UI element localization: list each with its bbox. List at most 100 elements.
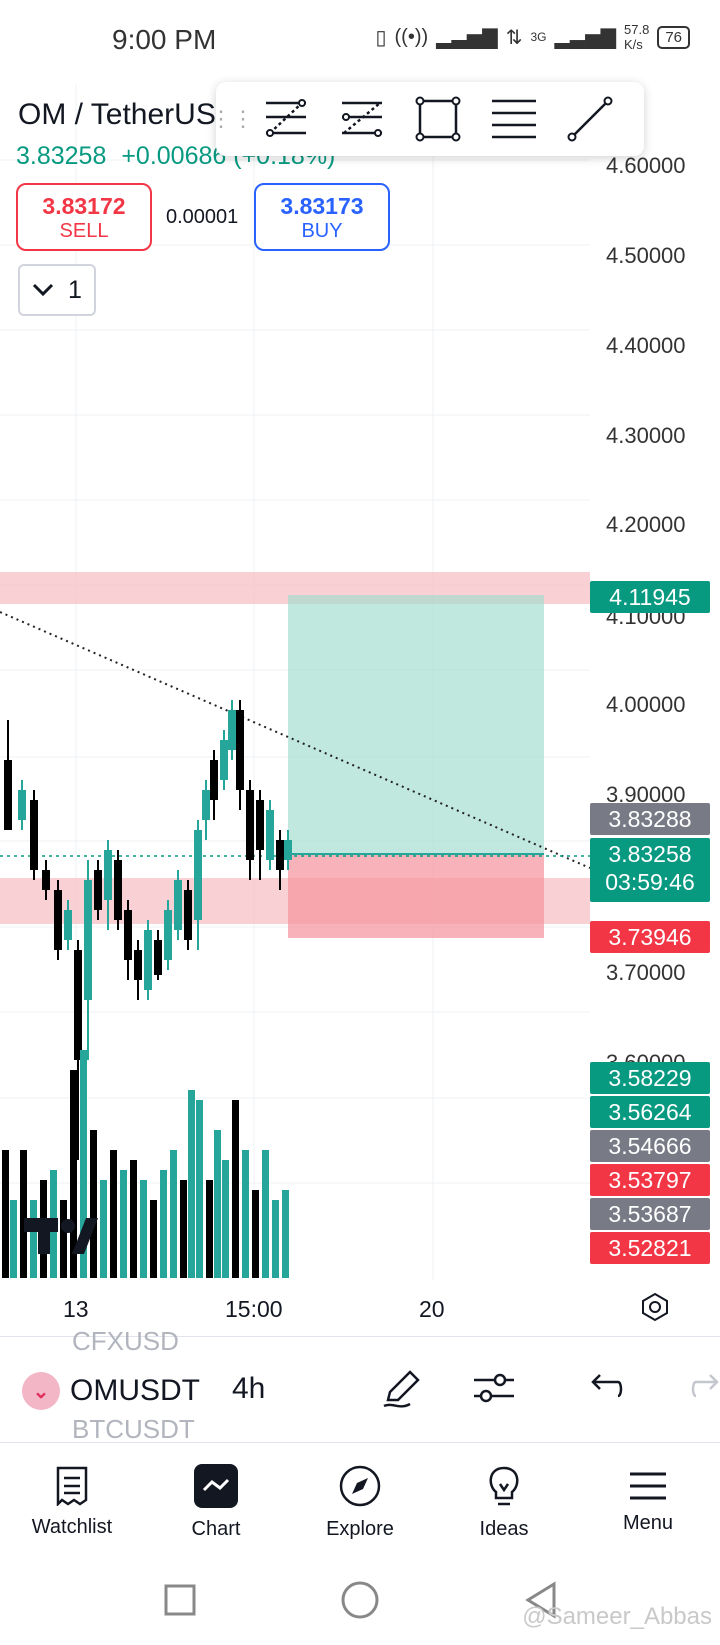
price-tag: 3.58229 <box>590 1062 710 1094</box>
price-tag-stop-loss[interactable]: 3.73946 <box>590 921 710 953</box>
price-tag-ask: 3.83288 <box>590 803 710 835</box>
trend-line-icon[interactable] <box>552 82 628 156</box>
timeframe-selector[interactable]: 4h <box>232 1372 266 1405</box>
volume-bars <box>2 1050 289 1278</box>
candle-body <box>134 950 142 980</box>
home-button[interactable] <box>341 1581 379 1619</box>
candle-body <box>84 880 92 1000</box>
volume-bar <box>252 1190 259 1278</box>
candle-body <box>18 790 26 820</box>
drawing-toolbar: ⋮⋮ <box>210 82 644 156</box>
candle-body <box>144 930 152 990</box>
battery-indicator: 76 <box>657 25 690 49</box>
fib-retracement-icon[interactable] <box>248 82 324 156</box>
volume-bar <box>100 1180 107 1278</box>
price-axis-label: 4.60000 <box>606 153 686 178</box>
back-button[interactable] <box>525 1581 556 1619</box>
price-tag: 3.56264 <box>590 1096 710 1128</box>
volume-bar <box>232 1100 239 1278</box>
symbol-selector[interactable]: ⌄ OMUSDT <box>22 1372 200 1410</box>
volume-bar <box>30 1200 37 1278</box>
symbol-name: OMUSDT <box>70 1374 200 1407</box>
symbol-title[interactable]: OM / TetherUS <box>18 98 216 131</box>
price-chart[interactable] <box>0 84 720 1334</box>
pencil-icon[interactable] <box>380 1366 424 1415</box>
compass-icon <box>339 1465 381 1506</box>
rectangle-icon[interactable] <box>400 82 476 156</box>
horizontal-lines-icon[interactable] <box>476 82 552 156</box>
candle-body <box>174 880 182 930</box>
candle-body <box>4 760 12 830</box>
prev-symbol[interactable]: CFXUSD <box>72 1326 179 1356</box>
volume-bar <box>222 1160 229 1278</box>
price-axis-label: 4.40000 <box>606 333 686 358</box>
next-symbol[interactable]: BTCUSDT <box>72 1414 195 1444</box>
status-time: 9:00 PM <box>112 24 217 55</box>
menu-icon <box>630 1472 666 1499</box>
candle-body <box>228 710 236 750</box>
price-tag: 3.54666 <box>590 1130 710 1162</box>
spread-value: 0.00001 <box>166 206 239 228</box>
indicators-settings-icon[interactable] <box>472 1368 516 1413</box>
vibrate-icon: ▯ <box>375 26 387 49</box>
parallel-channel-icon[interactable] <box>324 82 400 156</box>
volume-bar <box>282 1190 289 1278</box>
position-loss-zone[interactable] <box>288 854 544 938</box>
volume-bar <box>160 1170 167 1278</box>
candle-body <box>220 740 228 780</box>
buy-button[interactable]: 3.83173 BUY <box>254 183 390 251</box>
nav-label: Ideas <box>479 1517 529 1540</box>
nav-menu[interactable]: Menu <box>576 1443 720 1561</box>
indicators-collapse-button[interactable]: 1 <box>18 264 96 316</box>
nav-ideas[interactable]: Ideas <box>432 1443 576 1561</box>
candle-body <box>210 760 218 800</box>
price-axis-label: 3.70000 <box>606 960 686 985</box>
price-tag-take-profit[interactable]: 4.11945 <box>590 581 710 613</box>
volume-bar <box>110 1150 117 1278</box>
undo-icon[interactable] <box>590 1372 624 1407</box>
nav-label: Watchlist <box>31 1515 113 1538</box>
nav-explore[interactable]: Explore <box>288 1443 432 1561</box>
chart-settings-icon[interactable] <box>640 1292 670 1327</box>
volume-bar <box>188 1090 195 1278</box>
candle-body <box>30 800 38 870</box>
drag-handle-icon[interactable]: ⋮⋮ <box>210 106 254 131</box>
price-axis-label: 3.90000 <box>606 782 686 807</box>
system-navigation-bar <box>0 1560 720 1640</box>
nav-watchlist[interactable]: Watchlist <box>0 1443 144 1561</box>
candle-body <box>124 910 132 960</box>
tradingview-logo <box>24 1218 98 1254</box>
trend-line[interactable] <box>0 611 591 869</box>
volume-bar <box>196 1100 203 1278</box>
recents-button[interactable] <box>164 1584 196 1616</box>
position-profit-zone[interactable] <box>288 595 544 854</box>
chart-icon <box>194 1463 238 1508</box>
watchlist-icon <box>56 1466 88 1506</box>
volume-bar <box>130 1160 137 1278</box>
buy-price: 3.83173 <box>280 193 364 219</box>
sell-label: SELL <box>59 220 109 242</box>
volume-bar <box>70 1070 77 1278</box>
sell-price: 3.83172 <box>42 193 126 219</box>
indicator-count: 1 <box>68 275 82 304</box>
volume-bar <box>90 1130 97 1278</box>
candle-body <box>256 800 264 850</box>
signal-icon-2: ▂▃▅▇ <box>554 26 616 49</box>
volume-bar <box>60 1200 67 1278</box>
nav-chart[interactable]: Chart <box>144 1443 288 1561</box>
price-axis-label: 4.50000 <box>606 243 686 268</box>
candle-body <box>284 840 292 860</box>
bottom-navigation: Watchlist Chart Explore Ideas Menu <box>0 1442 720 1561</box>
watermark: @Sameer_Abbas <box>522 1603 712 1630</box>
divider <box>0 1336 720 1337</box>
lightbulb-icon <box>489 1466 519 1505</box>
sell-button[interactable]: 3.83172 SELL <box>16 183 152 251</box>
candle-body <box>114 860 122 920</box>
price-tag: 3.53687 <box>590 1198 710 1230</box>
chevron-down-icon <box>32 283 54 297</box>
volume-bar <box>206 1180 213 1278</box>
redo-icon[interactable] <box>690 1372 720 1407</box>
candle-body <box>202 790 210 820</box>
time-axis-label: 15:00 <box>225 1296 283 1322</box>
candles <box>4 700 292 1160</box>
